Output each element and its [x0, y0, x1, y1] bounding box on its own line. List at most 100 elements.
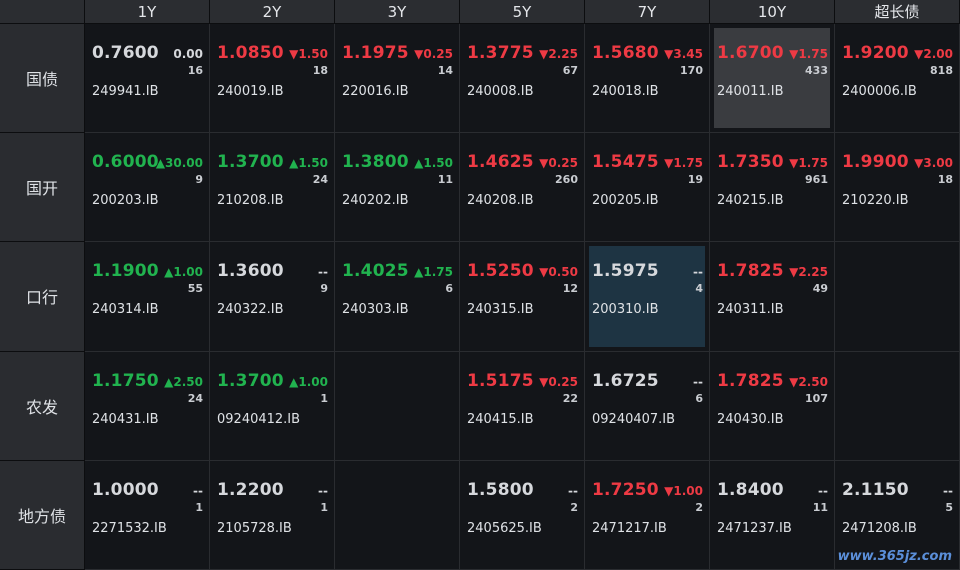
yield-change: ▼1.50 — [289, 47, 328, 61]
quote-cell[interactable]: 0.6000 ▲30.00 9 200203.IB — [85, 133, 210, 243]
column-header-2[interactable]: 3Y — [335, 0, 460, 24]
trade-count: 170 — [680, 64, 703, 77]
quote-cell[interactable]: 1.5680 ▼3.45 170 240018.IB — [585, 24, 710, 134]
yield-change: ▼1.75 — [789, 156, 828, 171]
trade-count: 961 — [805, 173, 828, 187]
trade-count: 2 — [695, 500, 703, 514]
bond-code: 240314.IB — [92, 302, 159, 318]
row-header-1[interactable]: 国开 — [0, 133, 85, 243]
quote-cell-body: 0.7600 0.00 16 249941.IB — [89, 28, 205, 128]
header-corner — [0, 0, 85, 24]
quote-cell[interactable]: 1.3700 ▲1.00 1 09240412.IB — [210, 351, 335, 461]
quote-cell[interactable]: 1.3775 ▼2.25 67 240008.IB — [460, 24, 585, 134]
quote-cell[interactable]: 1.4625 ▼0.25 260 240208.IB — [460, 133, 585, 243]
column-header-0[interactable]: 1Y — [85, 0, 210, 24]
quote-cell[interactable]: 1.9200 ▼2.00 818 2400006.IB — [835, 24, 960, 134]
quote-cell-body: 1.3775 ▼2.25 67 240008.IB — [464, 28, 580, 128]
yield-change: ▼1.75 — [664, 156, 703, 171]
quote-cell[interactable]: 1.3800 ▲1.50 11 240202.IB — [335, 133, 460, 243]
yield-change: -- — [318, 483, 328, 498]
yield-change: ▼2.25 — [789, 265, 828, 280]
quote-cell[interactable]: 1.3600 -- 9 240322.IB — [210, 242, 335, 352]
quote-cell[interactable]: 1.6725 -- 6 09240407.IB — [585, 351, 710, 461]
quote-cell[interactable]: 1.1975 ▼0.25 14 220016.IB — [335, 24, 460, 134]
quote-cell-body: 1.6725 -- 6 09240407.IB — [589, 356, 705, 456]
quote-cell[interactable]: 1.5975 -- 4 200310.IB — [585, 242, 710, 352]
quote-cell-body: 1.1975 ▼0.25 14 220016.IB — [339, 28, 455, 128]
yield-change: ▲1.75 — [414, 265, 453, 280]
quote-cell[interactable]: 2.1150 -- 5 2471208.IB — [835, 460, 960, 570]
trade-count: 11 — [812, 500, 828, 514]
quote-cell[interactable]: 1.2200 -- 1 2105728.IB — [210, 460, 335, 570]
quote-cell-body: 1.7825 ▼2.50 107 240430.IB — [714, 356, 830, 456]
row-header-3[interactable]: 农发 — [0, 351, 85, 461]
quote-cell[interactable]: 0.7600 0.00 16 249941.IB — [85, 24, 210, 134]
quote-cell[interactable]: 1.3700 ▲1.50 24 210208.IB — [210, 133, 335, 243]
bond-code: 200310.IB — [592, 302, 659, 318]
bond-code: 2400006.IB — [842, 84, 917, 99]
yield-rate: 1.7350 — [717, 152, 784, 173]
yield-rate: 1.0850 — [217, 43, 284, 63]
quote-cell[interactable]: 1.9900 ▼3.00 18 210220.IB — [835, 133, 960, 243]
quote-cell-body: 1.5175 ▼0.25 22 240415.IB — [464, 356, 580, 456]
quote-cell[interactable]: 1.5175 ▼0.25 22 240415.IB — [460, 351, 585, 461]
yield-change: -- — [943, 483, 953, 498]
empty-cell — [835, 242, 960, 352]
trade-count: 9 — [195, 173, 203, 187]
quote-cell-body: 2.1150 -- 5 2471208.IB — [839, 465, 955, 565]
trade-count: 6 — [445, 282, 453, 296]
quote-cell[interactable]: 1.7825 ▼2.25 49 240311.IB — [710, 242, 835, 352]
empty-cell — [335, 351, 460, 461]
quote-cell[interactable]: 1.8400 -- 11 2471237.IB — [710, 460, 835, 570]
yield-rate: 1.1975 — [342, 43, 409, 63]
quote-cell-body: 1.5800 -- 2 2405625.IB — [464, 465, 580, 565]
quote-cell[interactable]: 1.1900 ▲1.00 55 240314.IB — [85, 242, 210, 352]
yield-change: ▲1.00 — [164, 265, 203, 280]
yield-rate: 1.1900 — [92, 261, 159, 282]
row-header-0[interactable]: 国债 — [0, 24, 85, 134]
quote-cell[interactable]: 1.6700 ▼1.75 433 240011.IB — [710, 24, 835, 134]
column-header-4[interactable]: 7Y — [585, 0, 710, 24]
bond-code: 240008.IB — [467, 84, 534, 99]
quote-cell[interactable]: 1.1750 ▲2.50 24 240431.IB — [85, 351, 210, 461]
bond-code: 240311.IB — [717, 302, 784, 318]
quote-cell[interactable]: 1.0000 -- 1 2271532.IB — [85, 460, 210, 570]
yield-rate: 0.6000 — [92, 152, 159, 173]
quote-cell-body: 1.3600 -- 9 240322.IB — [214, 246, 330, 346]
column-header-6[interactable]: 超长债 — [835, 0, 960, 24]
quote-cell[interactable]: 1.4025 ▲1.75 6 240303.IB — [335, 242, 460, 352]
quote-cell[interactable]: 1.0850 ▼1.50 18 240019.IB — [210, 24, 335, 134]
bond-code: 2471217.IB — [592, 520, 667, 536]
bond-code: 240315.IB — [467, 302, 534, 318]
quote-cell[interactable]: 1.5475 ▼1.75 19 200205.IB — [585, 133, 710, 243]
quote-cell-body: 1.1750 ▲2.50 24 240431.IB — [89, 356, 205, 456]
trade-count: 9 — [320, 282, 328, 296]
trade-count: 16 — [187, 64, 203, 77]
trade-count: 4 — [695, 282, 703, 296]
column-header-3[interactable]: 5Y — [460, 0, 585, 24]
trade-count: 22 — [562, 391, 578, 405]
bond-code: 240019.IB — [217, 84, 284, 99]
quote-cell[interactable]: 1.5800 -- 2 2405625.IB — [460, 460, 585, 570]
quote-cell[interactable]: 1.7250 ▼1.00 2 2471217.IB — [585, 460, 710, 570]
quote-cell-body: 1.6700 ▼1.75 433 240011.IB — [714, 28, 830, 129]
trade-count: 55 — [187, 282, 203, 296]
quote-cell[interactable]: 1.5250 ▼0.50 12 240315.IB — [460, 242, 585, 352]
quote-cell-body: 1.7350 ▼1.75 961 240215.IB — [714, 137, 830, 237]
yield-change: ▲1.50 — [289, 156, 328, 171]
trade-count: 67 — [562, 64, 578, 77]
quote-cell[interactable]: 1.7350 ▼1.75 961 240215.IB — [710, 133, 835, 243]
column-header-5[interactable]: 10Y — [710, 0, 835, 24]
quote-cell-body: 1.4025 ▲1.75 6 240303.IB — [339, 246, 455, 346]
bond-code: 09240412.IB — [217, 411, 301, 427]
row-header-2[interactable]: 口行 — [0, 242, 85, 352]
yield-rate: 1.6725 — [592, 370, 659, 391]
column-header-1[interactable]: 2Y — [210, 0, 335, 24]
quote-cell[interactable]: 1.7825 ▼2.50 107 240430.IB — [710, 351, 835, 461]
yield-change: ▼0.50 — [539, 265, 578, 280]
row-header-4[interactable]: 地方债 — [0, 460, 85, 570]
bond-code: 240431.IB — [92, 411, 159, 427]
yield-rate: 1.2200 — [217, 479, 284, 500]
yield-rate: 1.3600 — [217, 261, 284, 282]
